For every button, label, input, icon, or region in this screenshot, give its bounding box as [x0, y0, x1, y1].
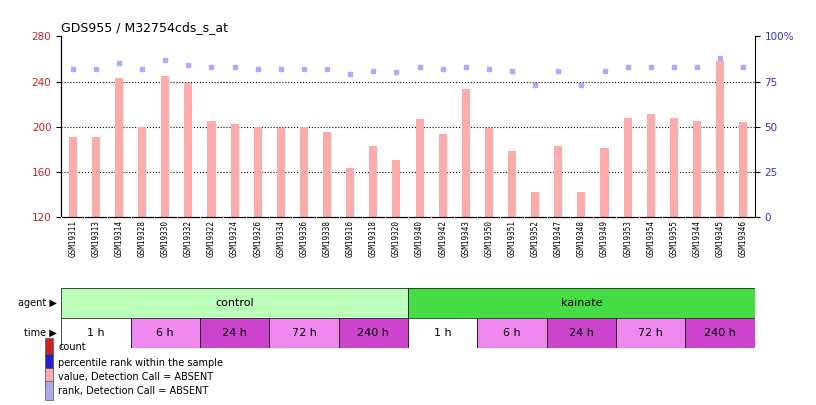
Bar: [693, 121, 701, 217]
Bar: [300, 126, 308, 217]
Bar: [408, 288, 755, 318]
Text: GSM19313: GSM19313: [91, 220, 100, 257]
Text: GSM19355: GSM19355: [669, 220, 678, 257]
Bar: [392, 160, 401, 217]
Bar: [92, 137, 100, 217]
Text: value, Detection Call = ABSENT: value, Detection Call = ABSENT: [59, 372, 214, 382]
Text: GSM19344: GSM19344: [693, 220, 702, 257]
Text: GSM19311: GSM19311: [69, 220, 78, 257]
Bar: [716, 61, 724, 217]
Text: GSM19322: GSM19322: [207, 220, 216, 257]
Text: count: count: [59, 342, 86, 352]
Bar: [623, 117, 632, 217]
Text: 72 h: 72 h: [291, 328, 317, 338]
Text: GSM19340: GSM19340: [415, 220, 424, 257]
Bar: [45, 368, 53, 386]
Bar: [439, 134, 446, 217]
Bar: [670, 117, 678, 217]
Text: GSM19318: GSM19318: [369, 220, 378, 257]
Text: rank, Detection Call = ABSENT: rank, Detection Call = ABSENT: [59, 386, 209, 396]
Bar: [685, 318, 755, 348]
Bar: [61, 318, 131, 348]
Bar: [647, 114, 654, 217]
Text: GDS955 / M32754cds_s_at: GDS955 / M32754cds_s_at: [61, 21, 228, 34]
Bar: [531, 192, 539, 217]
Text: GSM19345: GSM19345: [716, 220, 725, 257]
Text: 24 h: 24 h: [222, 328, 247, 338]
Bar: [254, 126, 262, 217]
Bar: [207, 121, 215, 217]
Bar: [346, 168, 354, 217]
Text: GSM19316: GSM19316: [346, 220, 355, 257]
Text: GSM19326: GSM19326: [253, 220, 262, 257]
Text: GSM19346: GSM19346: [738, 220, 747, 257]
Bar: [45, 354, 53, 372]
Text: control: control: [215, 298, 254, 308]
Bar: [578, 192, 585, 217]
Text: GSM19328: GSM19328: [138, 220, 147, 257]
Text: GSM19336: GSM19336: [299, 220, 308, 257]
Bar: [200, 318, 269, 348]
Bar: [339, 318, 408, 348]
Text: time ▶: time ▶: [24, 328, 57, 338]
Text: GSM19354: GSM19354: [646, 220, 655, 257]
Bar: [162, 76, 169, 217]
Bar: [616, 318, 685, 348]
Text: GSM19332: GSM19332: [184, 220, 193, 257]
Bar: [554, 146, 562, 217]
Bar: [477, 318, 547, 348]
Text: GSM19349: GSM19349: [600, 220, 609, 257]
Bar: [739, 122, 747, 217]
Text: 6 h: 6 h: [503, 328, 521, 338]
Text: GSM19320: GSM19320: [392, 220, 401, 257]
Bar: [547, 318, 616, 348]
Text: GSM19350: GSM19350: [485, 220, 494, 257]
Bar: [485, 128, 493, 217]
Text: GSM19343: GSM19343: [461, 220, 470, 257]
Bar: [184, 83, 193, 217]
Bar: [115, 78, 123, 217]
Text: 1 h: 1 h: [434, 328, 451, 338]
Bar: [138, 126, 146, 217]
Text: 72 h: 72 h: [638, 328, 663, 338]
Text: GSM19330: GSM19330: [161, 220, 170, 257]
Text: GSM19353: GSM19353: [623, 220, 632, 257]
Text: 6 h: 6 h: [157, 328, 174, 338]
Text: agent ▶: agent ▶: [18, 298, 57, 308]
Bar: [462, 90, 470, 217]
Text: GSM19352: GSM19352: [530, 220, 539, 257]
Text: GSM19334: GSM19334: [277, 220, 286, 257]
Bar: [45, 382, 53, 400]
Bar: [231, 124, 238, 217]
Text: GSM19342: GSM19342: [438, 220, 447, 257]
Text: 240 h: 240 h: [704, 328, 736, 338]
Text: kainate: kainate: [561, 298, 602, 308]
Bar: [277, 128, 285, 217]
Text: GSM19324: GSM19324: [230, 220, 239, 257]
Text: 1 h: 1 h: [87, 328, 104, 338]
Text: percentile rank within the sample: percentile rank within the sample: [59, 358, 224, 368]
Bar: [601, 148, 609, 217]
Bar: [415, 119, 424, 217]
Bar: [45, 338, 53, 356]
Bar: [269, 318, 339, 348]
Bar: [408, 318, 477, 348]
Bar: [61, 288, 408, 318]
Bar: [508, 151, 516, 217]
Text: 24 h: 24 h: [569, 328, 594, 338]
Text: 240 h: 240 h: [357, 328, 389, 338]
Bar: [131, 318, 200, 348]
Text: GSM19351: GSM19351: [508, 220, 517, 257]
Text: GSM19347: GSM19347: [554, 220, 563, 257]
Bar: [323, 132, 331, 217]
Bar: [370, 146, 377, 217]
Text: GSM19348: GSM19348: [577, 220, 586, 257]
Text: GSM19314: GSM19314: [114, 220, 123, 257]
Text: GSM19338: GSM19338: [322, 220, 331, 257]
Bar: [69, 137, 77, 217]
